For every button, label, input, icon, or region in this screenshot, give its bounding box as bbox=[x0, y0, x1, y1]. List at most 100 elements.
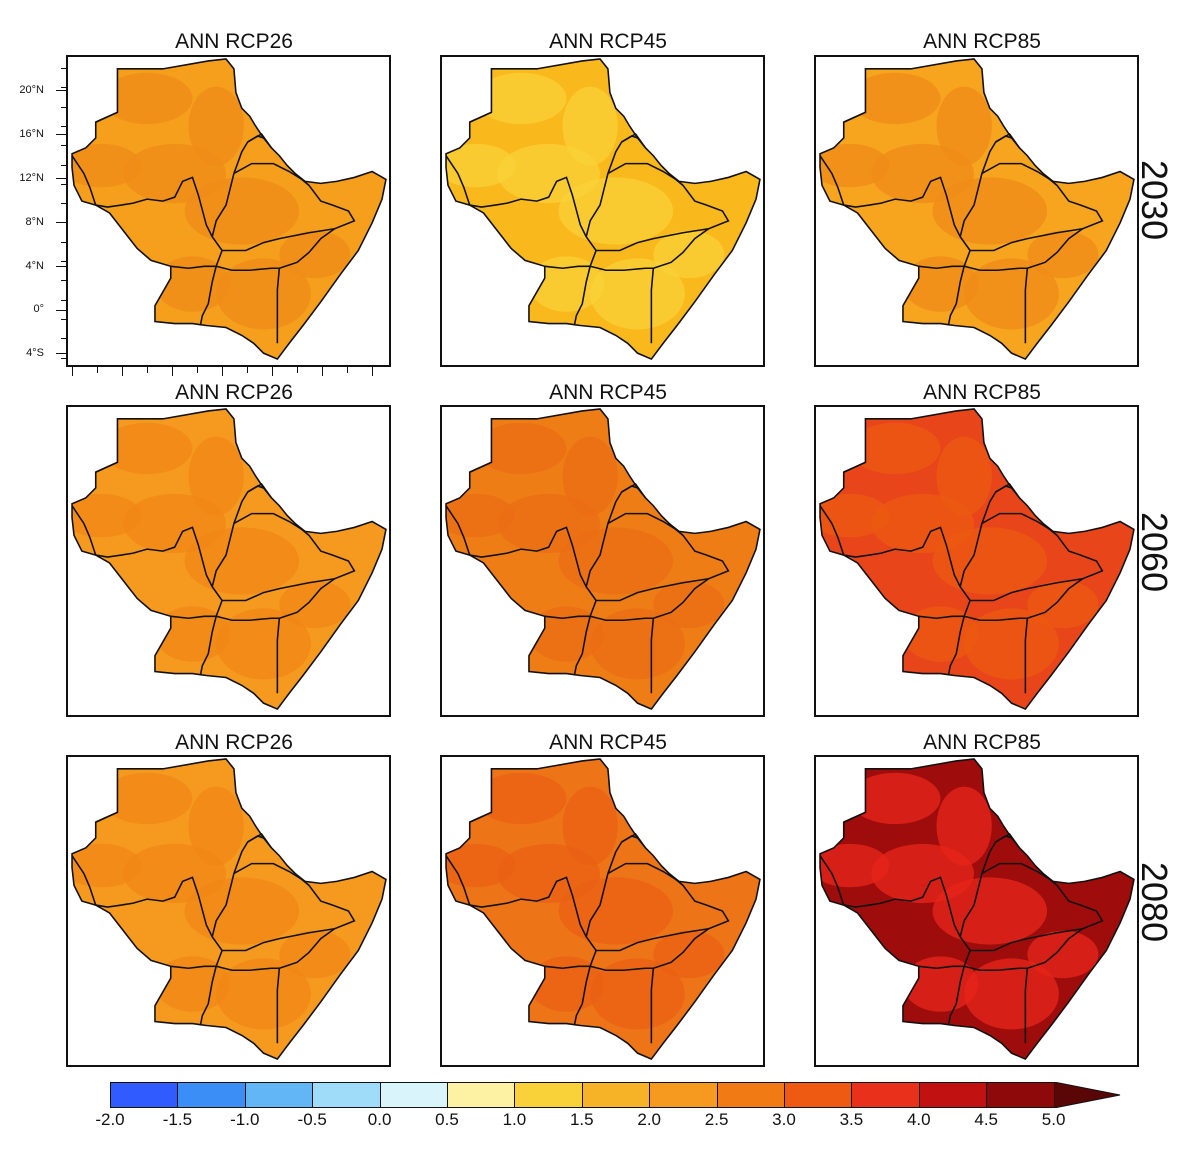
lon-tick bbox=[297, 367, 298, 373]
colorbar-segment bbox=[312, 1082, 381, 1108]
colorbar-overflow-arrow bbox=[1053, 1082, 1120, 1108]
country-border bbox=[585, 482, 647, 587]
coastline bbox=[445, 58, 761, 361]
country-border bbox=[573, 250, 597, 326]
country-border bbox=[95, 526, 223, 601]
anomaly-patch bbox=[936, 436, 992, 516]
lat-tick bbox=[56, 134, 66, 135]
anomaly-patch bbox=[820, 493, 890, 538]
lat-minor-tick bbox=[61, 125, 66, 127]
map-panel-r2c2 bbox=[440, 405, 765, 717]
colorbar-tick-label: -1.0 bbox=[230, 1110, 260, 1129]
anomaly-patch bbox=[101, 772, 193, 825]
country-border bbox=[211, 832, 273, 937]
country-border bbox=[959, 832, 1021, 937]
country-border bbox=[544, 265, 591, 270]
anomaly-patch bbox=[154, 606, 230, 662]
country-border bbox=[222, 874, 356, 952]
anomaly-patch bbox=[849, 772, 941, 825]
anomaly-patch bbox=[72, 143, 142, 188]
lat-minor-tick bbox=[61, 203, 66, 205]
anomaly-patch bbox=[1027, 930, 1099, 979]
country-border bbox=[963, 615, 1029, 694]
lat-minor-tick bbox=[61, 68, 66, 69]
country-border bbox=[585, 132, 647, 237]
country-border bbox=[199, 250, 223, 326]
anomaly-patch bbox=[446, 843, 516, 888]
lon-tick bbox=[197, 367, 198, 373]
anomaly-patch bbox=[72, 843, 142, 888]
period-label-2060: 2060 bbox=[1134, 512, 1175, 593]
country-border bbox=[843, 111, 866, 123]
country-border bbox=[607, 862, 680, 883]
country-border bbox=[71, 505, 97, 556]
country-border bbox=[843, 876, 971, 951]
lat-tick bbox=[56, 90, 66, 91]
colorbar-segment bbox=[649, 1082, 718, 1108]
anomaly-patch bbox=[653, 230, 725, 279]
country-border bbox=[247, 485, 264, 493]
lon-tick bbox=[272, 367, 273, 376]
colorbar-segment bbox=[986, 1082, 1055, 1108]
lat-tick-label: 4°N bbox=[25, 260, 44, 272]
anomaly-patch bbox=[653, 580, 725, 629]
anomaly-patch bbox=[849, 72, 941, 125]
colorbar-tick-label: 2.0 bbox=[637, 1110, 661, 1129]
anomaly-patch bbox=[590, 608, 685, 680]
colorbar-tick-label: 0.0 bbox=[367, 1110, 392, 1129]
panel-title-r3c2: ANN RCP45 bbox=[549, 731, 667, 754]
country-border bbox=[215, 615, 281, 694]
map-svg bbox=[819, 408, 1135, 711]
country-border bbox=[1027, 578, 1084, 620]
map-panel-r2c3 bbox=[814, 405, 1139, 717]
country-border bbox=[970, 874, 1104, 952]
country-border bbox=[469, 111, 492, 123]
country-border bbox=[247, 835, 264, 843]
map-svg bbox=[819, 58, 1135, 361]
country-border bbox=[607, 162, 680, 183]
country-border bbox=[607, 512, 680, 533]
country-border bbox=[199, 950, 223, 1026]
country-border bbox=[573, 600, 597, 676]
lat-tick-label: 12°N bbox=[19, 172, 44, 184]
anomaly-patch bbox=[154, 256, 230, 312]
colorbar-segment bbox=[244, 1082, 314, 1108]
coastline bbox=[819, 58, 1135, 361]
country-border bbox=[963, 965, 1029, 1044]
lat-tick-label: 20°N bbox=[19, 84, 44, 96]
period-label-2030: 2030 bbox=[1134, 160, 1175, 241]
country-border bbox=[247, 135, 264, 143]
country-border bbox=[211, 482, 273, 587]
country-border bbox=[71, 855, 97, 906]
anomaly-patch bbox=[558, 877, 674, 945]
colorbar-tick-label: 1.0 bbox=[502, 1110, 527, 1129]
colorbar-segment bbox=[784, 1082, 853, 1108]
anomaly-patch bbox=[101, 422, 193, 475]
country-border bbox=[544, 965, 591, 970]
anomaly-patch bbox=[528, 956, 604, 1012]
country-border bbox=[469, 876, 597, 951]
colorbar-tick-label: 3.5 bbox=[839, 1110, 864, 1129]
lat-minor-tick bbox=[61, 299, 66, 301]
coastline bbox=[445, 408, 761, 711]
country-border bbox=[819, 855, 845, 906]
colorbar-tick-label: 0.5 bbox=[435, 1110, 459, 1129]
country-border bbox=[215, 965, 281, 1044]
country-border bbox=[621, 835, 638, 843]
anomaly-patch bbox=[936, 86, 992, 166]
anomaly-patch bbox=[279, 580, 351, 629]
colorbar-tick-label: -0.5 bbox=[297, 1110, 327, 1129]
anomaly-patch bbox=[188, 786, 244, 866]
anomaly-patch bbox=[188, 86, 244, 166]
lat-tick-label: 8°N bbox=[25, 216, 44, 228]
anomaly-patch bbox=[932, 877, 1048, 945]
colorbar-segment bbox=[514, 1082, 583, 1108]
country-border bbox=[843, 176, 971, 251]
lat-tick-label: 16°N bbox=[19, 128, 44, 140]
colorbar-segment bbox=[581, 1082, 651, 1108]
country-border bbox=[947, 950, 971, 1026]
colorbar-tick-label: 4.5 bbox=[974, 1110, 998, 1129]
panel-title-r2c1: ANN RCP26 bbox=[175, 381, 293, 404]
map-panel-r1c3 bbox=[814, 55, 1139, 367]
country-border bbox=[918, 965, 965, 970]
